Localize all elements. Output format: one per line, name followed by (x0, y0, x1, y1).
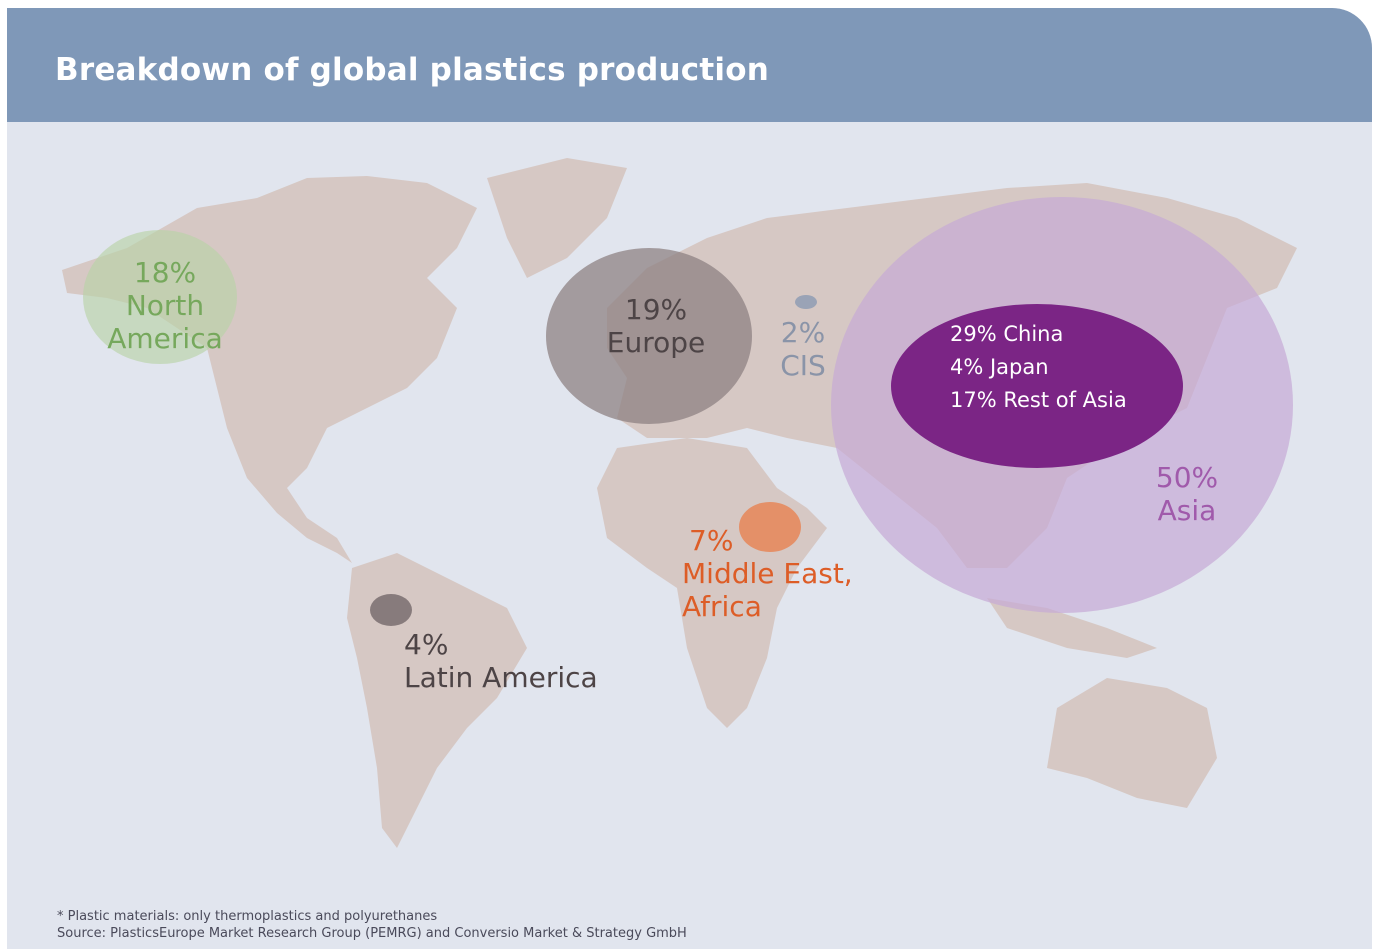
region-bubble (739, 502, 801, 552)
panel: Breakdown of global plastics production … (7, 8, 1372, 949)
south-america (347, 553, 527, 848)
region-value: 50% (1155, 461, 1219, 494)
asia-item: 17% Rest of Asia (950, 388, 1127, 412)
greenland (487, 158, 627, 278)
header: Breakdown of global plastics production (7, 8, 1372, 122)
north-america (62, 176, 477, 563)
region-name: CIS (780, 349, 826, 382)
southeast-asia (987, 598, 1157, 658)
bubbles (83, 197, 1293, 626)
footnote: * Plastic materials: only thermoplastics… (57, 909, 438, 924)
region-name: Middle East, Africa (682, 557, 853, 623)
region-bubble (546, 248, 752, 424)
asia-breakdown-bubble (891, 304, 1183, 468)
region-value: 19% (624, 293, 688, 326)
region-label: 50% Asia (1137, 461, 1237, 527)
region-name: Asia (1157, 494, 1217, 527)
asia-item: 29% China (950, 322, 1064, 346)
region-label: 7% Middle East, Africa (682, 524, 882, 623)
region-name: North America (107, 289, 223, 355)
region-value: 7% (689, 524, 734, 557)
region-label: 18% North America (85, 256, 245, 355)
region-value: 2% (780, 316, 826, 349)
australia (1047, 678, 1217, 808)
footnotes: * Plastic materials: only thermoplastics… (57, 908, 687, 942)
region-label: 19% Europe (576, 293, 736, 359)
footnote: Source: PlasticsEurope Market Research G… (57, 926, 687, 941)
asia-item: 4% Japan (950, 355, 1049, 379)
region-value: 18% (133, 256, 197, 289)
region-label: 2% CIS (763, 316, 843, 382)
title: Breakdown of global plastics production (55, 52, 769, 88)
region-name: Europe (606, 326, 706, 359)
region-value: 4% (404, 628, 449, 661)
region-bubble (370, 594, 412, 626)
region-label: 4% Latin America (404, 628, 664, 694)
region-bubble (795, 295, 817, 309)
asia-breakdown: 29% China 4% Japan 17% Rest of Asia (950, 318, 1127, 417)
world-map (62, 158, 1297, 848)
region-bubble (83, 230, 237, 364)
region-name: Latin America (404, 661, 598, 694)
